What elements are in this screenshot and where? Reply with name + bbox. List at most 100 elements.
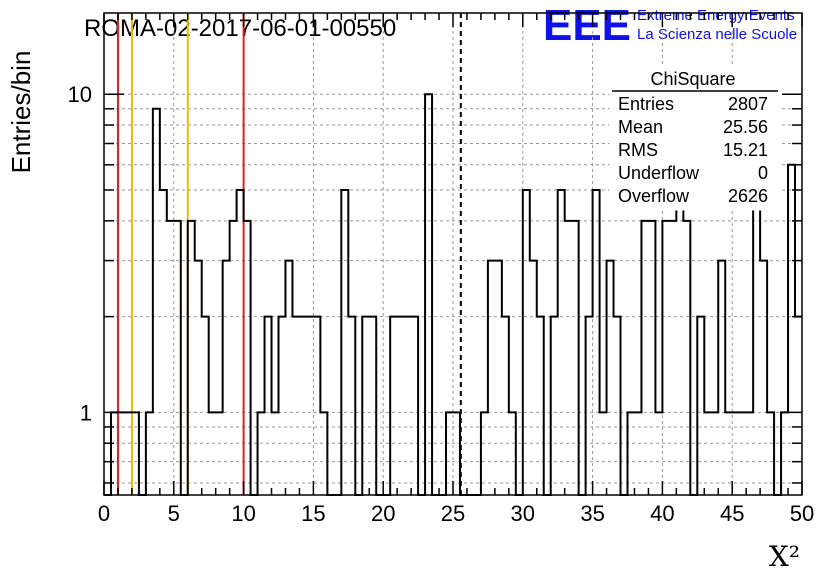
stats-label: Underflow <box>618 163 700 183</box>
histogram-bin <box>453 412 460 495</box>
histogram-bin <box>118 412 125 495</box>
histogram-bin <box>369 317 376 495</box>
histogram-bin <box>188 221 195 495</box>
x-tick-label: 5 <box>168 501 180 526</box>
histogram-bin <box>509 412 516 495</box>
x-tick-label: 30 <box>511 501 535 526</box>
histogram-bin <box>600 412 607 495</box>
x-axis-title: X² <box>769 540 800 572</box>
stats-label: Overflow <box>618 186 690 206</box>
histogram-bin <box>132 412 139 495</box>
histogram-bin <box>258 412 265 495</box>
x-tick-label: 0 <box>98 501 110 526</box>
histogram-bin <box>223 261 230 495</box>
histogram-bin <box>746 412 753 495</box>
stats-label: RMS <box>618 140 658 160</box>
x-tick-label: 40 <box>650 501 674 526</box>
histogram-bin <box>488 261 495 495</box>
histogram-bin <box>607 261 614 495</box>
histogram-bin <box>767 412 774 495</box>
histogram-bin <box>216 412 223 495</box>
histogram-bin <box>537 317 544 495</box>
histogram-bin <box>572 221 579 495</box>
histogram-bin <box>237 190 244 495</box>
x-tick-label: 20 <box>371 501 395 526</box>
y-tick-label: 10 <box>68 82 92 107</box>
histogram-bin <box>655 412 662 495</box>
histogram-bin <box>739 412 746 495</box>
histogram-bin <box>725 412 732 495</box>
stats-value: 0 <box>758 163 768 183</box>
y-tick-labels: 1 10 <box>68 82 92 425</box>
stats-label: Mean <box>618 117 663 137</box>
histogram-bin <box>683 221 690 495</box>
histogram-bin <box>320 412 327 495</box>
histogram-bin <box>614 317 621 495</box>
histogram-bin <box>523 190 530 495</box>
histogram-bin <box>362 317 369 495</box>
histogram-bin <box>279 317 286 495</box>
x-tick-label: 25 <box>441 501 465 526</box>
x-tick-labels: 0 5 10 15 20 25 30 35 40 45 50 <box>98 501 814 526</box>
histogram-bin <box>272 412 279 495</box>
eee-logo-mark: EEE <box>543 1 631 50</box>
histogram-bin <box>195 261 202 495</box>
histogram-bin <box>697 317 704 495</box>
histogram-bin <box>641 221 648 495</box>
chart-title: ROMA-02-2017-06-01-00550 <box>84 15 396 42</box>
axis-ticks <box>103 13 803 495</box>
histogram-bin <box>551 317 558 495</box>
histogram-bin <box>411 317 418 495</box>
histogram-bin <box>230 221 237 495</box>
histogram-bin <box>502 317 509 495</box>
histogram-bin <box>704 412 711 495</box>
histogram-bin <box>341 190 348 495</box>
histogram-bin <box>404 317 411 495</box>
histogram-bin <box>306 317 313 495</box>
histogram-bin <box>753 190 760 495</box>
histogram-bin <box>662 221 669 495</box>
histogram-bin <box>174 221 181 495</box>
x-tick-label: 15 <box>301 501 325 526</box>
histogram-bin <box>285 261 292 495</box>
stats-value: 2626 <box>728 186 768 206</box>
histogram-bin <box>718 261 725 495</box>
histogram-bin <box>313 317 320 495</box>
stats-row-overflow: Overflow 2626 <box>618 186 768 206</box>
histogram-bin <box>495 261 502 495</box>
y-axis-title: Entries/bin <box>6 51 36 174</box>
stats-value: 2807 <box>728 94 768 114</box>
histogram-bin <box>167 221 174 495</box>
histogram-bin <box>446 412 453 495</box>
histogram-bin <box>669 221 676 495</box>
histogram-bin <box>425 94 432 495</box>
histogram-bin <box>628 412 635 495</box>
stats-row-rms: RMS 15.21 <box>618 140 768 160</box>
x-tick-label: 50 <box>790 501 814 526</box>
histogram-bin <box>202 317 209 495</box>
histogram-bin <box>390 317 397 495</box>
histogram-bin <box>348 317 355 495</box>
histogram-bin <box>146 412 153 495</box>
histogram-bin <box>732 412 739 495</box>
stats-row-mean: Mean 25.56 <box>618 117 768 137</box>
histogram-bin <box>711 412 718 495</box>
histogram-bin <box>593 190 600 495</box>
x-tick-label: 35 <box>580 501 604 526</box>
histogram-bin <box>244 221 251 495</box>
eee-logo: EEE Extreme Energy Events La Scienza nel… <box>543 1 797 50</box>
histogram-bin <box>292 317 299 495</box>
histogram-bin <box>299 317 306 495</box>
stats-row-entries: Entries 2807 <box>618 94 768 114</box>
histogram-bin <box>648 221 655 495</box>
stats-value: 25.56 <box>723 117 768 137</box>
histogram-bin <box>530 261 537 495</box>
stats-row-underflow: Underflow 0 <box>618 163 768 183</box>
histogram-bin <box>153 109 160 495</box>
histogram-bin <box>586 317 593 495</box>
x-tick-label: 10 <box>231 501 255 526</box>
histogram-bin <box>634 412 641 495</box>
histogram-bin <box>265 317 272 495</box>
histogram-bin <box>565 221 572 495</box>
